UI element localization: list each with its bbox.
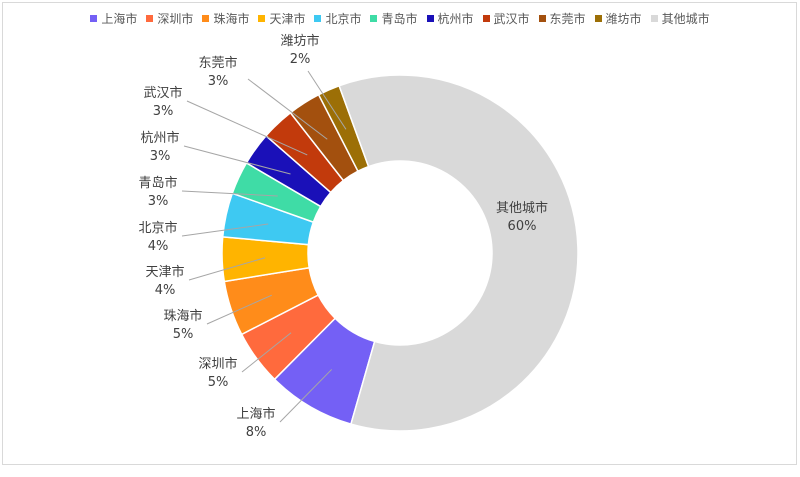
data-label-value: 2% [290,52,311,67]
leader-line [181,190,278,197]
leader-line [188,257,266,281]
legend-label: 青岛市 [381,12,418,26]
data-label-value: 5% [208,375,229,390]
donut-slice [338,74,579,432]
leader-lines [181,70,347,423]
legend-item: 深圳市 [146,10,193,27]
data-label-category: 天津市 [145,264,184,280]
donut-slices [221,74,579,432]
data-label-category: 北京市 [138,220,177,236]
data-label-value: 60% [508,219,537,234]
legend-swatch [538,15,546,22]
legend-label: 其他城市 [661,12,710,26]
legend-item: 珠海市 [202,10,249,27]
legend-item: 东莞市 [538,10,586,27]
data-label-value: 4% [155,283,176,298]
legend-label: 北京市 [325,12,362,26]
legend-swatch [482,15,490,22]
data-label-category: 青岛市 [138,175,177,191]
data-label-category: 武汉市 [143,85,182,101]
legend-label: 杭州市 [437,12,474,26]
legend-swatch [258,15,266,22]
leader-line [181,223,269,237]
legend-label: 上海市 [101,12,138,26]
data-label-value: 3% [208,74,229,89]
legend-swatch [90,15,98,22]
legend-item: 上海市 [90,10,137,27]
leader-line [279,369,333,423]
legend-item: 杭州市 [426,10,474,27]
data-label-value: 3% [150,149,171,164]
data-label-category: 珠海市 [163,308,202,324]
data-label-value: 3% [153,104,174,119]
leader-line [307,70,347,130]
legend-label: 深圳市 [157,12,194,26]
legend-swatch [426,15,434,22]
legend-item: 北京市 [314,10,361,27]
leader-line [183,145,291,175]
leader-line [241,332,292,373]
legend-label: 天津市 [269,12,306,26]
data-label-category: 上海市 [236,406,275,422]
data-label-category: 深圳市 [198,356,237,372]
leader-line [247,78,328,140]
legend-item: 武汉市 [482,10,530,27]
legend-item: 天津市 [258,10,305,27]
legend-label: 珠海市 [213,12,250,26]
chart-legend: 上海市 深圳市 珠海市 天津市 北京市 青岛市 杭州市 武汉市 东莞市 潍坊市 其他城市 [0,10,800,27]
legend-swatch [594,15,602,22]
data-label-value: 5% [173,327,194,342]
data-labels: 上海市 8% 深圳市 5% 珠海市 5% 天津市 4% 北京市 4% 青岛市 3% 杭州市 3% 武汉市 3%… [138,33,548,440]
data-label-category: 东莞市 [198,55,237,71]
legend-label: 武汉市 [493,12,530,26]
legend-label: 潍坊市 [605,12,642,26]
legend-item: 潍坊市 [594,10,642,27]
legend-item: 青岛市 [370,10,418,27]
legend-swatch [650,15,658,22]
data-label-category: 其他城市 [496,200,548,216]
data-label-value: 4% [148,239,169,254]
legend-label: 东莞市 [549,12,586,26]
data-label-category: 潍坊市 [280,33,319,49]
data-label-value: 8% [246,425,267,440]
leader-line [206,294,272,325]
legend-item: 其他城市 [650,10,710,27]
legend-swatch [314,15,322,22]
legend-swatch [146,15,154,22]
legend-swatch [370,15,378,22]
data-label-value: 3% [148,194,169,209]
leader-line [186,100,308,156]
legend-swatch [202,15,210,22]
data-label-category: 杭州市 [140,130,179,146]
